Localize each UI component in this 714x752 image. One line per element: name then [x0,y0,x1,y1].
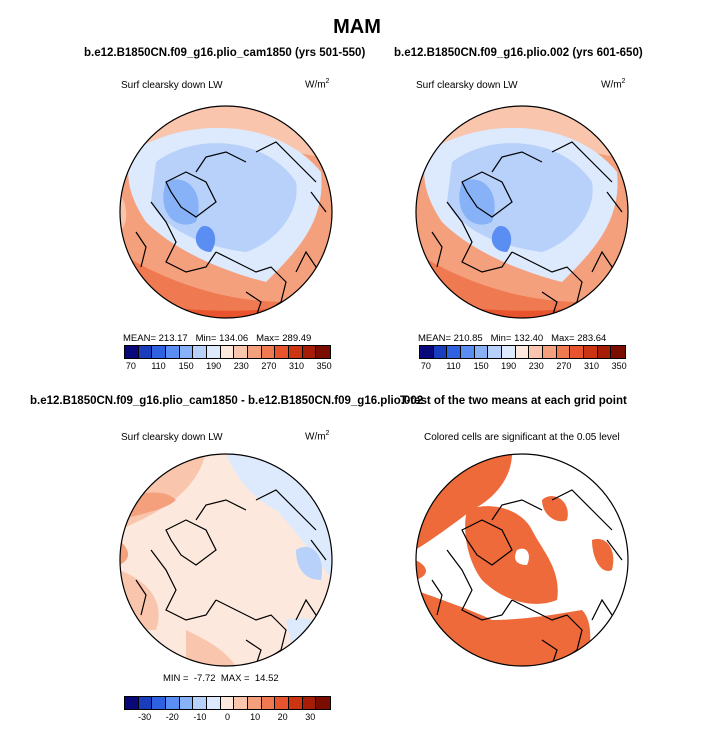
colorbar-swatch [248,346,262,358]
colorbar-tick-label: 270 [556,361,572,371]
colorbar-swatch [611,346,626,358]
panel-1-stats: MEAN= 213.17 Min= 134.06 Max= 289.49 [123,333,312,344]
colorbar-swatch [570,346,585,358]
colorbar-tick-label: 70 [420,361,431,371]
panel-4-title: T-test of the two means at each grid poi… [400,395,627,407]
colorbar-swatch [261,697,276,709]
colorbar-swatch [166,697,180,709]
colorbar-swatch [488,346,503,358]
colorbar-tick-label: 350 [611,361,627,371]
colorbar-swatch [166,346,180,358]
colorbar-tick-label: 190 [501,361,517,371]
panel-2-stats: MEAN= 210.85 Min= 132.40 Max= 283.64 [418,333,607,344]
colorbar-tick-label: 0 [224,712,231,722]
colorbar-swatch [193,346,208,358]
colorbar-swatch [207,697,221,709]
colorbar-swatch [289,346,303,358]
colorbar-swatch [543,346,557,358]
colorbar-tick-label: 350 [316,361,332,371]
colorbar-swatch [220,346,235,358]
colorbar-swatch [302,697,317,709]
colorbar-swatch [597,346,612,358]
panel-2-map [415,105,629,319]
colorbar-tick-label: 110 [151,361,166,371]
colorbar-swatch [433,346,448,358]
panel-2-title: b.e12.B1850CN.f09_g16.plio.002 (yrs 601-… [394,47,643,59]
colorbar-tick-label: 230 [233,361,249,371]
colorbar-swatch [289,697,303,709]
colorbar-swatch [207,346,221,358]
colorbar-swatch [461,346,475,358]
colorbar-swatch [556,346,571,358]
colorbar-swatch [234,697,249,709]
colorbar-swatch [248,697,262,709]
colorbar-tick-label: -30 [138,712,152,722]
panel-1-map [119,105,333,319]
panel-3-colorbar-labels: -30 -20 -10 0 10 20 30 [124,712,329,724]
colorbar-swatch [275,697,290,709]
colorbar-swatch [234,346,249,358]
colorbar-swatch [420,346,434,358]
colorbar-swatch [152,697,167,709]
panel-3-units: W/m2 [305,430,330,443]
panel-4-subtitle: Colored cells are significant at the 0.0… [424,432,620,443]
colorbar-swatch [502,346,516,358]
panel-3-variable: Surf clearsky down LW [121,432,223,443]
colorbar-swatch [261,346,276,358]
colorbar-swatch [302,346,317,358]
colorbar-swatch [316,346,331,358]
colorbar-tick-label: 310 [288,361,305,371]
colorbar-tick-label: 30 [305,712,316,722]
panel-1-colorbar [124,345,331,359]
colorbar-swatch [515,346,530,358]
colorbar-tick-label: 10 [250,712,261,722]
colorbar-tick-label: 190 [206,361,222,371]
figure-title: MAM [333,16,381,38]
panel-1-variable: Surf clearsky down LW [121,80,223,91]
colorbar-swatch [138,346,153,358]
panel-3-stats: MIN = -7.72 MAX = 14.52 [163,673,279,684]
panel-3-colorbar [124,696,331,710]
panel-3-title: b.e12.B1850CN.f09_g16.plio_cam1850 - b.e… [30,395,424,407]
colorbar-swatch [316,697,331,709]
colorbar-swatch [179,346,194,358]
panel-4-map [415,453,629,667]
colorbar-swatch [474,346,489,358]
panel-1-units: W/m2 [305,78,330,91]
colorbar-swatch [125,697,139,709]
panel-2-colorbar [419,345,626,359]
colorbar-tick-label: 150 [178,361,194,371]
panel-1-title: b.e12.B1850CN.f09_g16.plio_cam1850 (yrs … [84,47,366,59]
panel-2-units: W/m2 [601,78,626,91]
panel-2-variable: Surf clearsky down LW [416,80,518,91]
colorbar-swatch [584,346,598,358]
colorbar-swatch [152,346,167,358]
colorbar-tick-label: 270 [261,361,277,371]
colorbar-tick-label: 20 [277,712,288,722]
colorbar-tick-label: -20 [165,712,179,722]
colorbar-tick-label: 150 [473,361,489,371]
colorbar-swatch [275,346,290,358]
colorbar-swatch [125,346,139,358]
colorbar-tick-label: 310 [583,361,600,371]
colorbar-tick-label: 70 [125,361,136,371]
colorbar-swatch [220,697,235,709]
panel-3-map [119,453,333,667]
colorbar-swatch [193,697,208,709]
colorbar-tick-label: 110 [446,361,461,371]
panel-1-colorbar-labels: 70 110 150 190 230 270 310 350 [124,361,332,373]
colorbar-swatch [179,697,194,709]
panel-4-coastlines [431,489,623,666]
colorbar-swatch [529,346,544,358]
panel-2-colorbar-labels: 70 110 150 190 230 270 310 350 [419,361,627,373]
colorbar-tick-label: 230 [528,361,544,371]
colorbar-swatch [138,697,153,709]
colorbar-swatch [447,346,462,358]
colorbar-tick-label: -10 [193,712,207,722]
